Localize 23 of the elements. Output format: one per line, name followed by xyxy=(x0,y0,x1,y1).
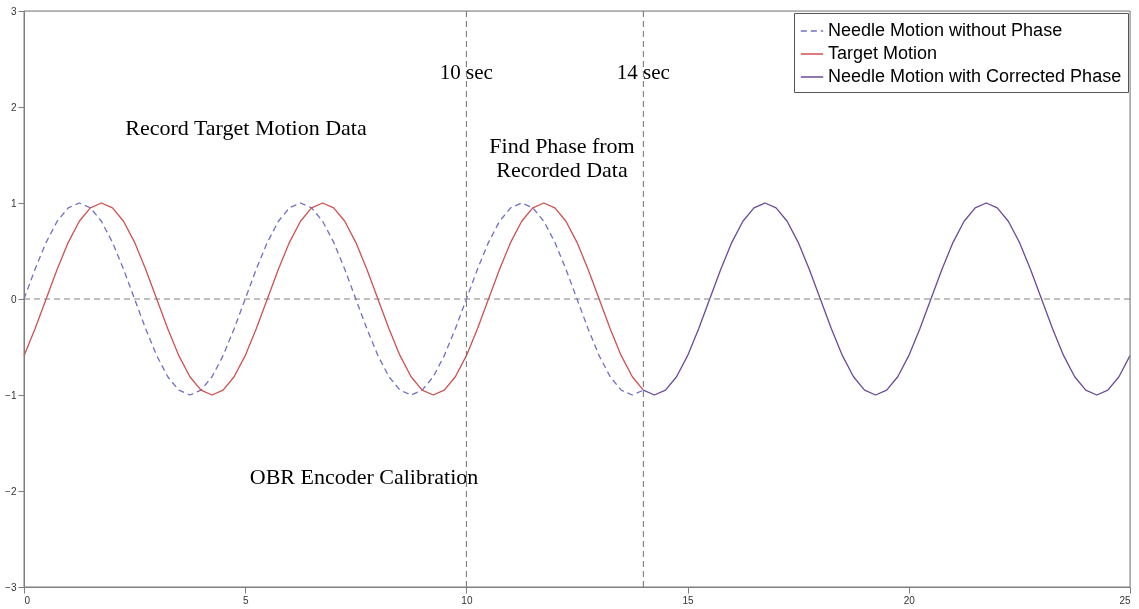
y-tick-label: 0 xyxy=(10,293,17,305)
x-tick-label: 0 xyxy=(24,594,31,606)
x-tick-label: 25 xyxy=(1119,594,1131,606)
annotation: OBR Encoder Calibration xyxy=(249,464,479,489)
y-tick-label: 1 xyxy=(10,197,17,209)
x-tick-label: 15 xyxy=(682,594,695,606)
x-tick-label: 20 xyxy=(903,594,916,606)
y-tick-label: −2 xyxy=(5,485,17,497)
y-tick-label: −3 xyxy=(5,581,17,593)
x-tick-label: 5 xyxy=(242,594,249,606)
ref-line-label: 10 sec xyxy=(439,60,493,84)
y-tick-label: −1 xyxy=(5,389,17,401)
line-series xyxy=(642,202,1131,396)
ref-line-label: 14 sec xyxy=(616,60,670,84)
legend-label: Needle Motion with Corrected Phase xyxy=(828,66,1122,86)
legend-label: Needle Motion without Phase xyxy=(828,20,1063,40)
x-tick-label: 10 xyxy=(461,594,473,606)
annotation: Record Target Motion Data xyxy=(125,115,367,140)
y-tick-label: 3 xyxy=(10,5,17,17)
annotation: Find Phase from Recorded Data xyxy=(489,133,635,182)
legend-label: Target Motion xyxy=(828,43,938,63)
y-tick-label: 2 xyxy=(10,101,17,113)
line-series xyxy=(23,202,645,396)
